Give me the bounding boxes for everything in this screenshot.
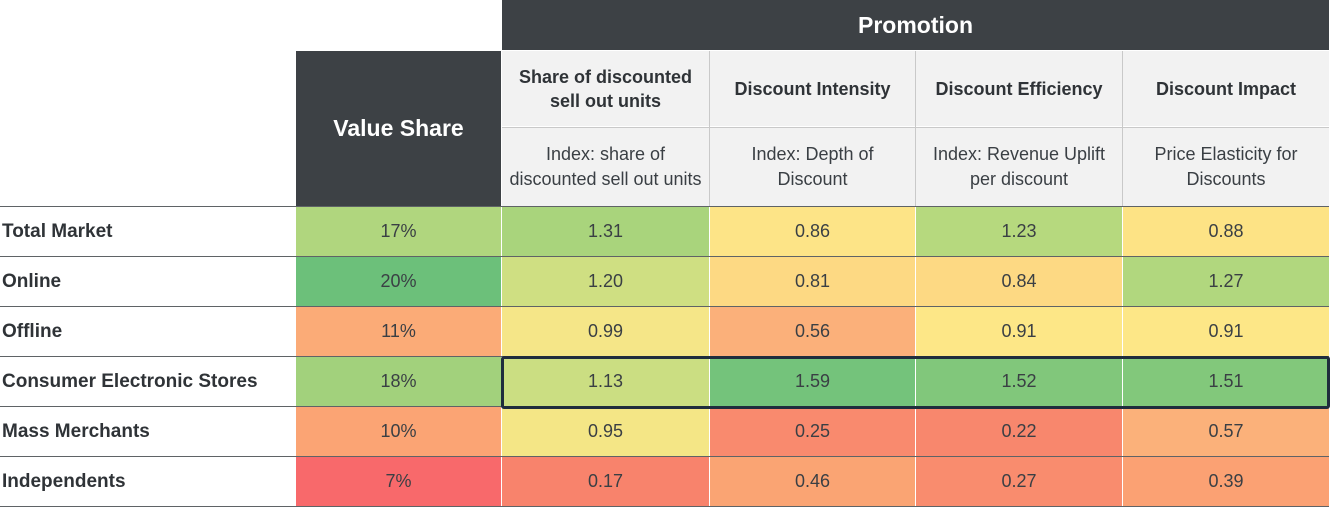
index-cell: 0.39 (1123, 457, 1329, 506)
index-cell: 1.52 (916, 357, 1122, 406)
value-share-cell: 10% (296, 407, 501, 456)
index-cell: 0.17 (502, 457, 709, 506)
index-cell: 1.31 (502, 207, 709, 256)
index-cell: 0.84 (916, 257, 1122, 306)
col-title-discount-impact: Discount Impact (1123, 51, 1329, 126)
row-divider (0, 456, 1329, 457)
index-cell: 0.86 (710, 207, 915, 256)
index-cell: 1.27 (1123, 257, 1329, 306)
value-share-cell: 17% (296, 207, 501, 256)
row-label: Offline (2, 320, 63, 342)
col-title-share-discounted: Share of discounted sell out units (502, 51, 709, 126)
row-label: Online (2, 270, 62, 292)
index-cell: 1.51 (1123, 357, 1329, 406)
header-col-divider (915, 51, 916, 206)
row-label: Consumer Electronic Stores (2, 370, 258, 392)
index-cell: 0.25 (710, 407, 915, 456)
row-label: Independents (2, 470, 126, 492)
row-divider (0, 506, 1329, 507)
index-cell: 0.95 (502, 407, 709, 456)
index-cell: 0.56 (710, 307, 915, 356)
row-divider (0, 256, 1329, 257)
col-sub-discount-intensity: Index: Depth of Discount (710, 128, 915, 206)
value-share-cell: 7% (296, 457, 501, 506)
row-divider (0, 206, 1329, 207)
row-label: Mass Merchants (2, 420, 150, 442)
value-share-cell: 18% (296, 357, 501, 406)
promotion-header: Promotion (502, 0, 1329, 50)
index-cell: 0.81 (710, 257, 915, 306)
index-cell: 0.27 (916, 457, 1122, 506)
index-cell: 0.99 (502, 307, 709, 356)
index-cell: 1.20 (502, 257, 709, 306)
col-sub-share-discounted: Index: share of discounted sell out unit… (502, 128, 709, 206)
index-cell: 1.23 (916, 207, 1122, 256)
index-cell: 0.91 (1123, 307, 1329, 356)
index-cell: 0.57 (1123, 407, 1329, 456)
row-label: Total Market (2, 220, 113, 242)
index-cell: 0.22 (916, 407, 1122, 456)
col-sub-discount-efficiency: Index: Revenue Uplift per discount (916, 128, 1122, 206)
index-cell: 0.46 (710, 457, 915, 506)
index-cell: 1.59 (710, 357, 915, 406)
value-share-cell: 20% (296, 257, 501, 306)
value-share-header: Value Share (296, 51, 501, 206)
header-col-divider (1122, 51, 1123, 206)
index-cell: 0.91 (916, 307, 1122, 356)
col-sub-discount-impact: Price Elasticity for Discounts (1123, 128, 1329, 206)
index-cell: 0.88 (1123, 207, 1329, 256)
col-title-discount-efficiency: Discount Efficiency (916, 51, 1122, 126)
index-cell: 1.13 (502, 357, 709, 406)
row-divider (0, 306, 1329, 307)
value-share-cell: 11% (296, 307, 501, 356)
header-col-divider (709, 51, 710, 206)
col-title-discount-intensity: Discount Intensity (710, 51, 915, 126)
